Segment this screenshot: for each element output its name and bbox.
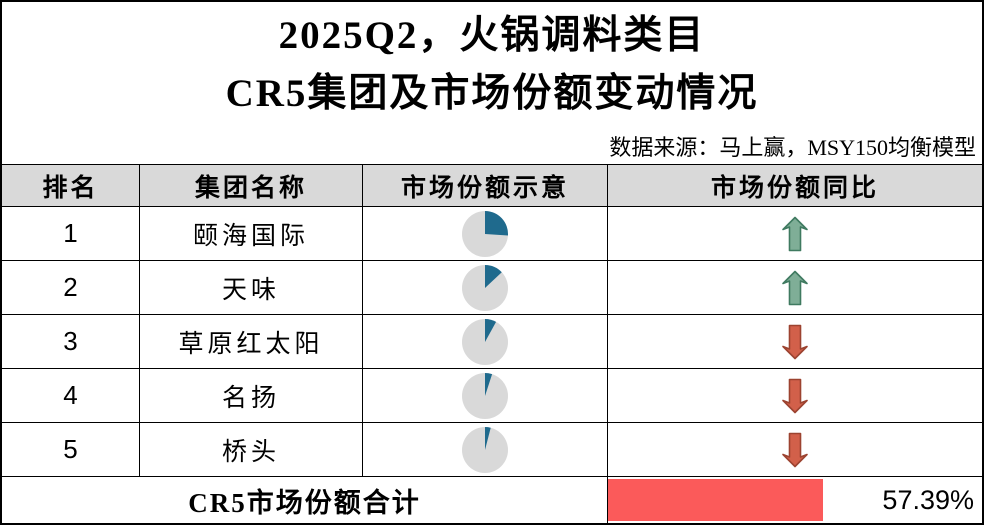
cr5-total-value: 57.39% xyxy=(882,484,974,515)
down-arrow-icon xyxy=(782,324,808,359)
cr5-total-databar xyxy=(608,479,823,521)
rank-cell: 2 xyxy=(2,261,140,315)
yoy-arrow-cell xyxy=(608,369,982,423)
market-share-pie-cell xyxy=(363,261,608,315)
group-name-cell: 草原红太阳 xyxy=(140,315,363,369)
data-source-note: 数据来源：马上赢，MSY150均衡模型 xyxy=(609,135,976,160)
title-line-1: 2025Q2，火锅调料类目 xyxy=(278,14,706,57)
pie-chart-icon xyxy=(462,426,508,473)
down-arrow-icon xyxy=(782,378,808,413)
header-share: 市场份额示意 xyxy=(363,165,608,207)
rank-cell: 1 xyxy=(2,207,140,261)
rank-cell: 5 xyxy=(2,423,140,477)
cr5-total-cell: 57.39% xyxy=(608,477,982,523)
pie-chart-icon xyxy=(462,264,508,311)
down-arrow-icon xyxy=(782,432,808,467)
group-name-cell: 桥头 xyxy=(140,423,363,477)
header-group: 集团名称 xyxy=(140,165,363,207)
yoy-arrow-cell xyxy=(608,261,982,315)
rank-cell: 3 xyxy=(2,315,140,369)
market-share-pie-cell xyxy=(363,369,608,423)
group-name-cell: 名扬 xyxy=(140,369,363,423)
pie-chart-icon xyxy=(462,318,508,365)
page-title: 2025Q2，火锅调料类目 CR5集团及市场份额变动情况 xyxy=(2,2,982,128)
cr5-total-label: CR5市场份额合计 xyxy=(2,477,608,523)
group-name-cell: 颐海国际 xyxy=(140,207,363,261)
market-share-table: 排名 集团名称 市场份额示意 市场份额同比 1 颐海国际 2 天味 3 草原红太… xyxy=(2,164,982,523)
yoy-arrow-cell xyxy=(608,423,982,477)
yoy-arrow-cell xyxy=(608,315,982,369)
market-share-pie-cell xyxy=(363,315,608,369)
header-yoy: 市场份额同比 xyxy=(608,165,982,207)
yoy-arrow-cell xyxy=(608,207,982,261)
group-name-cell: 天味 xyxy=(140,261,363,315)
title-line-2: CR5集团及市场份额变动情况 xyxy=(225,72,759,115)
header-rank: 排名 xyxy=(2,165,140,207)
up-arrow-icon xyxy=(782,270,808,305)
pie-chart-icon xyxy=(462,372,508,419)
market-share-pie-cell xyxy=(363,423,608,477)
rank-cell: 4 xyxy=(2,369,140,423)
up-arrow-icon xyxy=(782,216,808,251)
market-share-pie-cell xyxy=(363,207,608,261)
pie-chart-icon xyxy=(462,210,508,257)
